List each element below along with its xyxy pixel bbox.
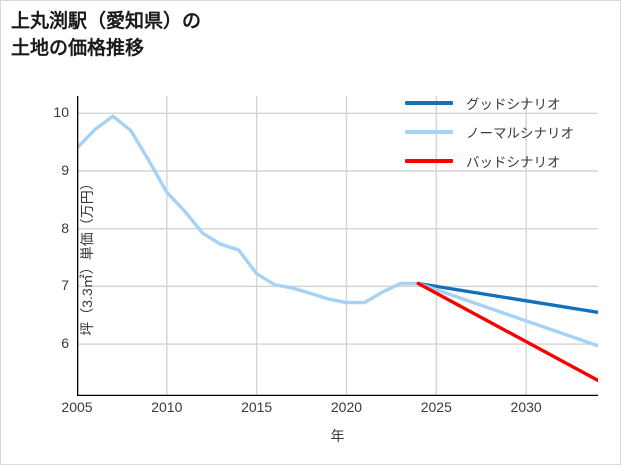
y-tick-label: 8 bbox=[61, 219, 69, 236]
legend-color-swatch bbox=[405, 158, 453, 163]
legend-item-label: グッドシナリオ bbox=[466, 96, 561, 112]
legend-item[interactable]: バッドシナリオ bbox=[405, 149, 574, 172]
y-tick-label: 9 bbox=[61, 162, 69, 178]
x-tick-label: 2005 bbox=[61, 399, 93, 415]
series-line-historical bbox=[77, 114, 421, 305]
legend-color-swatch bbox=[405, 100, 453, 105]
x-tick-label: 2010 bbox=[151, 399, 183, 415]
y-tick-label: 7 bbox=[61, 277, 69, 294]
page-title: 上丸渕駅（愛知県）の 土地の価格推移 bbox=[11, 11, 202, 59]
legend-item-label: バッドシナリオ bbox=[466, 154, 561, 170]
x-tick-label: 2020 bbox=[330, 399, 363, 415]
series-line-normal bbox=[416, 281, 598, 348]
legend-color-swatch bbox=[405, 129, 453, 134]
chart-canvas bbox=[77, 96, 598, 396]
x-axis-title: 年 bbox=[330, 428, 345, 444]
legend-item[interactable]: グッドシナリオ bbox=[405, 91, 574, 114]
chart-legend: グッドシナリオ ノーマルシナリオ バッドシナリオ bbox=[405, 91, 574, 178]
x-tick-label: 2025 bbox=[420, 399, 452, 415]
series-line-good bbox=[416, 281, 598, 315]
series-line-bad bbox=[416, 281, 598, 383]
legend-item-label: ノーマルシナリオ bbox=[466, 125, 574, 141]
y-axis-title: 坪（3.3㎡）単価（万円） bbox=[79, 176, 95, 336]
legend-item[interactable]: ノーマルシナリオ bbox=[405, 120, 574, 143]
x-tick-label: 2015 bbox=[241, 399, 273, 415]
y-tick-label: 10 bbox=[53, 104, 69, 121]
plot-area: 坪（3.3㎡）単価（万円） 年 6 7 8 9 10 2005 2010 2015 2020 2… bbox=[53, 96, 598, 444]
x-tick-label: 2030 bbox=[510, 399, 542, 415]
y-tick-label: 6 bbox=[61, 335, 69, 352]
